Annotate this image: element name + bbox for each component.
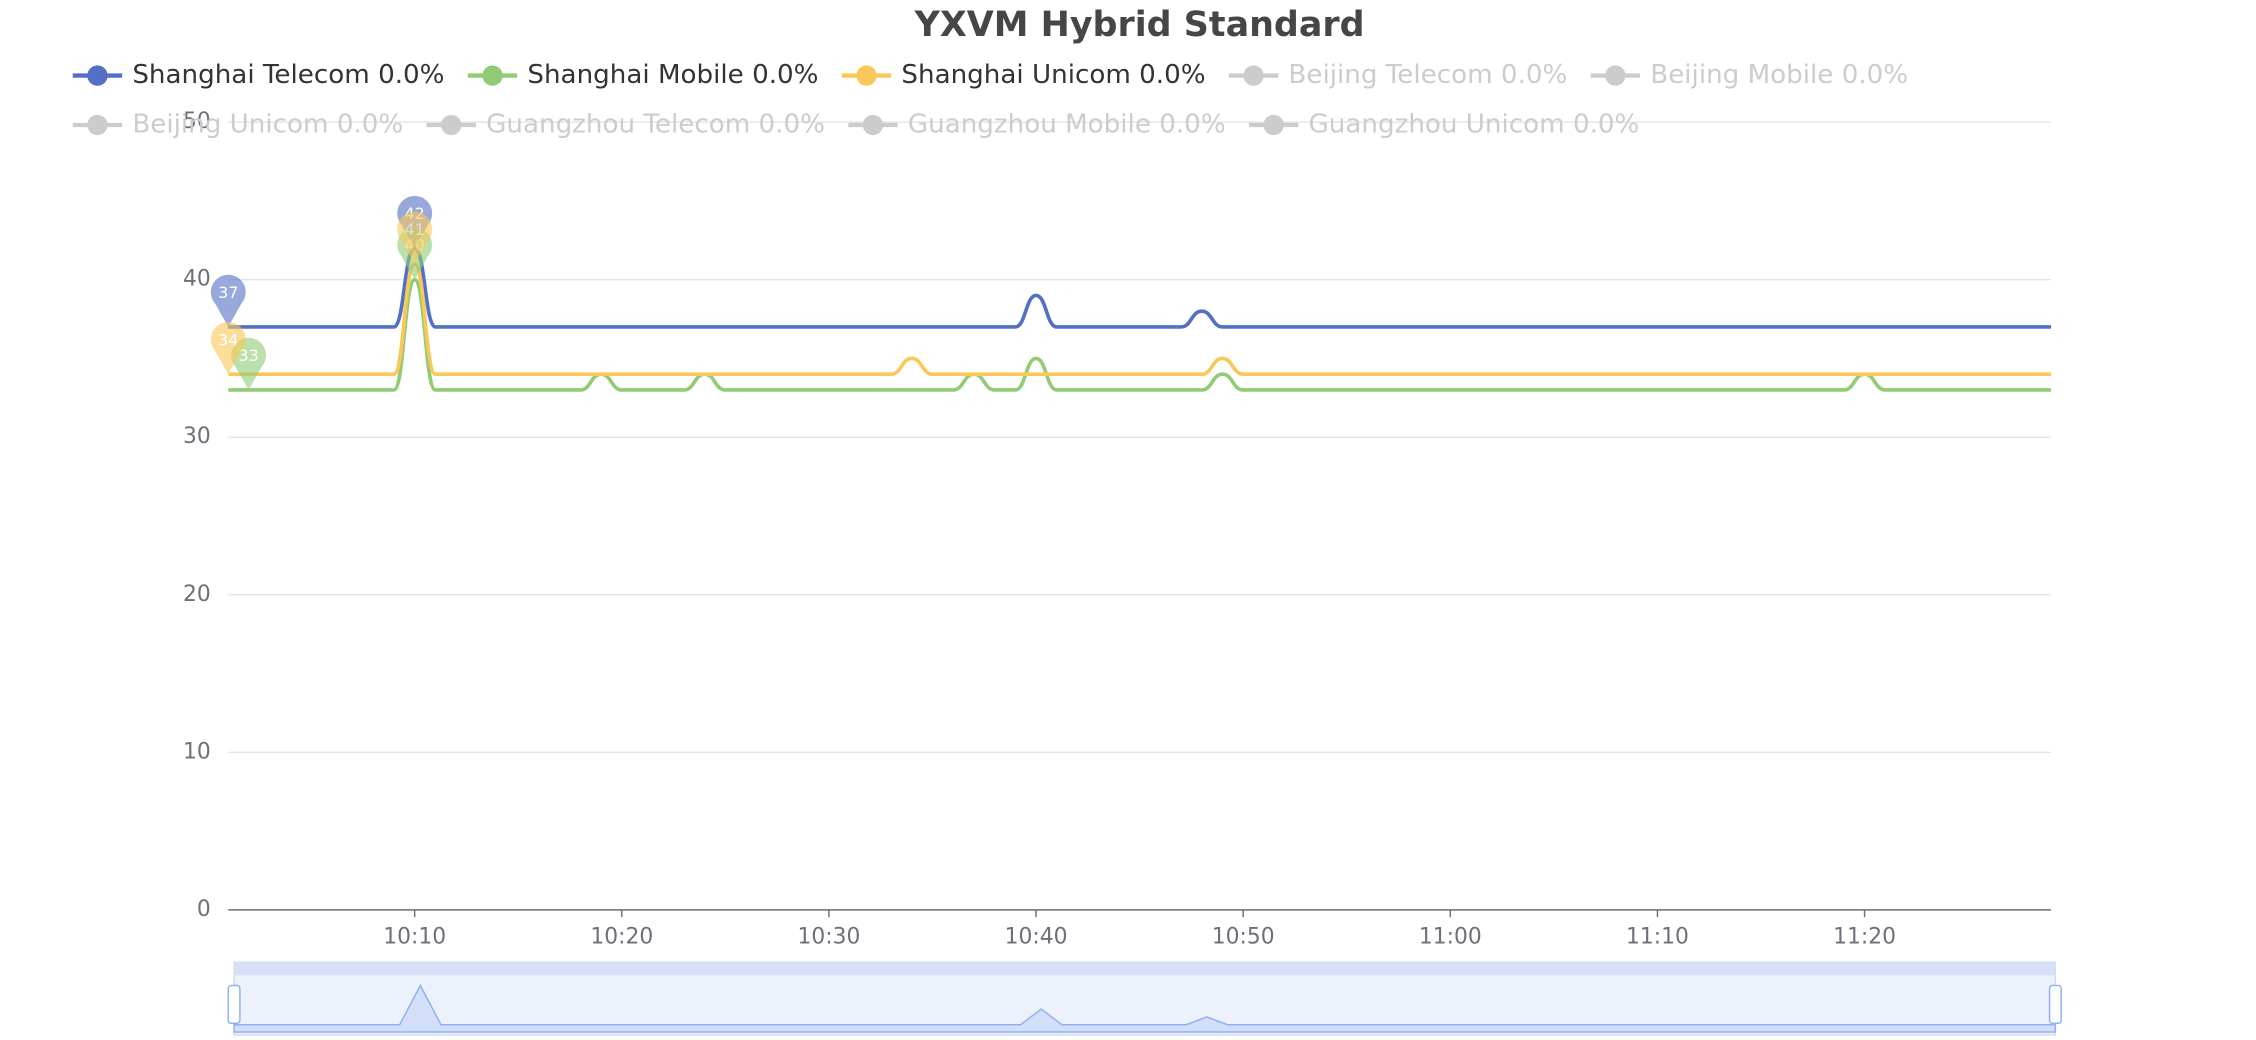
pin-shape: [397, 211, 433, 264]
legend-label: Beijing Mobile 0.0%: [1650, 60, 1908, 90]
legend-icon-dot: [482, 65, 503, 86]
x-tick-label: 10:50: [1212, 925, 1275, 950]
legend-label: Shanghai Mobile 0.0%: [527, 60, 818, 90]
legend: Shanghai Telecom 0.0% Shanghai Mobile 0.0…: [72, 60, 1909, 140]
legend-icon-dot: [87, 114, 108, 136]
legend-item[interactable]: Guangzhou Unicom 0.0%: [1248, 110, 1640, 140]
pin-shape: [210, 274, 246, 327]
pin-label: 37: [218, 283, 238, 302]
legend-label: Guangzhou Mobile 0.0%: [908, 110, 1226, 140]
legend-icon-dot: [862, 114, 884, 136]
legend-item[interactable]: Beijing Unicom 0.0%: [72, 110, 404, 140]
series-line: [228, 277, 2051, 392]
series-line: [228, 262, 2051, 377]
legend-item[interactable]: Shanghai Mobile 0.0%: [467, 60, 819, 90]
x-tick-label: 11:20: [1833, 925, 1896, 950]
y-tick-label: 0: [197, 897, 211, 922]
y-tick-label: 50: [183, 109, 211, 134]
mark-pin: 34: [210, 321, 246, 375]
legend-label: Guangzhou Telecom 0.0%: [486, 110, 825, 140]
zoom-top-bar: [234, 962, 2056, 976]
legend-item[interactable]: Shanghai Unicom 0.0%: [841, 60, 1206, 90]
zoom-handle[interactable]: [227, 984, 241, 1025]
y-tick-label: 40: [183, 267, 211, 292]
legend-label: Guangzhou Unicom 0.0%: [1309, 110, 1640, 140]
legend-item[interactable]: Shanghai Telecom 0.0%: [72, 60, 445, 90]
mark-pin: 37: [210, 274, 246, 327]
legend-label: Beijing Telecom 0.0%: [1288, 60, 1567, 90]
legend-item[interactable]: Guangzhou Telecom 0.0%: [426, 110, 825, 140]
legend-icon-dot: [441, 114, 462, 136]
pin-label: 33: [238, 346, 258, 365]
pin-label: 34: [218, 330, 238, 349]
legend-label: Beijing Unicom 0.0%: [132, 110, 403, 140]
legend-label: Shanghai Telecom 0.0%: [132, 60, 444, 90]
pin-label: 41: [405, 220, 425, 239]
zoom-handle[interactable]: [2048, 984, 2062, 1025]
x-tick-label: 11:10: [1626, 925, 1689, 950]
legend-item[interactable]: Beijing Telecom 0.0%: [1228, 60, 1568, 90]
zoom-area: [233, 983, 2057, 1033]
legend-icon-dot: [856, 65, 877, 86]
legend-item[interactable]: Beijing Mobile 0.0%: [1590, 60, 1909, 90]
x-tick-label: 10:10: [383, 925, 446, 950]
y-tick-label: 10: [183, 739, 211, 764]
y-tick-label: 30: [183, 424, 211, 449]
x-tick-label: 10:30: [798, 925, 861, 950]
x-tick-label: 10:20: [590, 925, 653, 950]
legend-icon-dot: [1243, 65, 1264, 86]
mark-pin: 41: [397, 211, 433, 264]
legend-label: Shanghai Unicom 0.0%: [901, 60, 1205, 90]
pin-shape: [210, 321, 246, 375]
chart-title: YXVM Hybrid Standard: [914, 5, 1365, 45]
series-line: [228, 246, 2051, 329]
legend-icon-dot: [1263, 114, 1284, 136]
x-tick-label: 11:00: [1419, 925, 1482, 950]
legend-icon-dot: [87, 65, 108, 86]
legend-item[interactable]: Guangzhou Mobile 0.0%: [848, 110, 1226, 140]
x-tick-label: 10:40: [1005, 925, 1068, 950]
y-tick-label: 20: [183, 582, 211, 607]
legend-icon-dot: [1605, 65, 1626, 86]
